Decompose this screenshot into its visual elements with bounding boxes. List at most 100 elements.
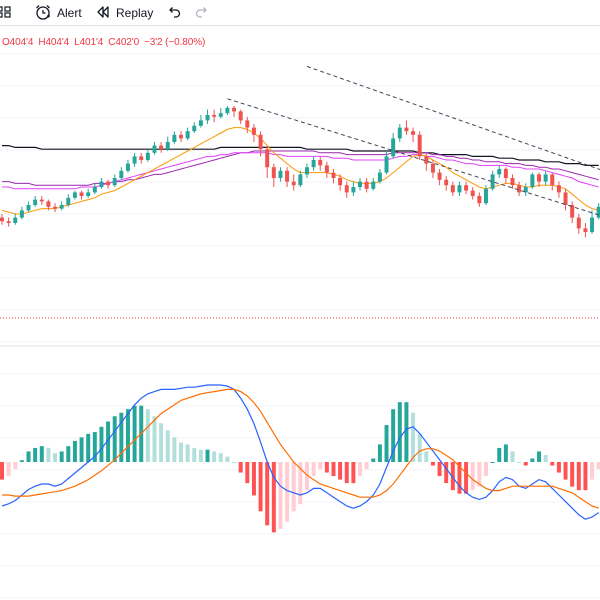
macd-histogram-bar <box>556 462 561 473</box>
macd-histogram-bar <box>271 462 276 533</box>
candle-body <box>6 221 11 223</box>
macd-histogram-bar <box>99 426 104 462</box>
candle-body <box>477 196 482 204</box>
candle-body <box>251 127 256 135</box>
open-value: O404'4 <box>2 37 34 48</box>
candle-body <box>218 113 223 117</box>
candle-body <box>364 181 369 189</box>
macd-histogram-bar <box>543 454 548 462</box>
candle-body <box>583 228 588 232</box>
ma-line <box>2 144 599 166</box>
candle-body <box>278 170 283 178</box>
macd-histogram-bar <box>590 462 595 480</box>
macd-histogram-bar <box>470 462 475 491</box>
macd-histogram-bar <box>278 462 283 529</box>
candle-body <box>139 156 144 160</box>
macd-histogram-bar <box>66 446 71 462</box>
macd-histogram-bar <box>550 462 555 466</box>
macd-histogram-bar <box>86 433 91 462</box>
candle-body <box>457 185 462 193</box>
macd-histogram-bar <box>152 416 157 462</box>
macd-histogram-bar <box>497 447 502 462</box>
candle-body <box>424 156 429 164</box>
candle-body <box>0 217 4 222</box>
candle-body <box>112 178 117 186</box>
candle-body <box>232 107 237 112</box>
layout-grid-button[interactable] <box>0 0 24 26</box>
candle-body <box>397 127 402 139</box>
candle-body <box>417 134 422 157</box>
candle-body <box>198 120 203 126</box>
macd-histogram-bar <box>185 444 190 462</box>
macd-histogram-bar <box>6 462 11 477</box>
macd-histogram-bar <box>53 453 58 462</box>
chart-area[interactable] <box>0 26 600 600</box>
candle-body <box>537 174 542 182</box>
macd-histogram-bar <box>457 462 462 494</box>
candle-body <box>59 205 64 209</box>
candles <box>0 106 600 238</box>
candle-body <box>298 174 303 186</box>
candle-body <box>590 217 595 232</box>
macd-histogram-bar <box>430 462 435 466</box>
alert-button[interactable]: Alert <box>34 0 82 26</box>
candle-body <box>285 170 290 182</box>
macd-histogram-bar <box>218 453 223 462</box>
candle-body <box>192 125 197 132</box>
candle-body <box>470 190 475 196</box>
candle-body <box>384 156 389 173</box>
macd-histogram-bar <box>132 405 137 462</box>
redo-button[interactable] <box>194 0 210 26</box>
candle-body <box>258 134 263 150</box>
candle-body <box>26 205 31 211</box>
candle-body <box>66 197 71 205</box>
candle-body <box>338 178 343 186</box>
macd-histogram-bar <box>537 451 542 462</box>
candle-body <box>490 174 495 189</box>
macd-histogram-bar <box>411 412 416 462</box>
macd-histogram-bar <box>596 462 600 470</box>
macd-histogram-bar <box>404 402 409 462</box>
undo-button[interactable] <box>166 0 182 26</box>
macd-histogram-bar <box>344 462 349 484</box>
macd-histogram-bar <box>517 462 522 463</box>
macd-histogram-bar <box>125 409 130 462</box>
macd-histogram-bar <box>450 462 455 491</box>
candle-body <box>125 163 130 171</box>
macd-histogram-bar <box>245 462 250 484</box>
candle-body <box>145 152 150 160</box>
candle-body <box>165 142 170 150</box>
change-value: −3'2 (−0.80%) <box>144 37 206 48</box>
chart-grid <box>0 53 600 599</box>
candle-body <box>344 185 349 193</box>
macd-histogram-bar <box>205 449 210 462</box>
low-value: L401'4 <box>74 37 104 48</box>
macd-histogram-bar <box>298 462 303 505</box>
replay-icon <box>95 4 111 23</box>
macd-histogram-bar <box>576 462 581 491</box>
macd-histogram-bar <box>192 447 197 462</box>
candle-body <box>483 188 488 204</box>
candle-body <box>550 174 555 186</box>
macd-histogram-bar <box>46 447 51 462</box>
macd-histogram-bar <box>371 458 376 462</box>
macd-histogram-bar <box>258 462 263 512</box>
candle-body <box>430 163 435 173</box>
candle-body <box>404 127 409 132</box>
candle-body <box>46 201 51 207</box>
candle-body <box>132 156 137 164</box>
replay-button[interactable]: Replay <box>95 0 153 26</box>
trendline <box>306 65 600 171</box>
candle-body <box>238 111 243 121</box>
macd-histogram-bar <box>437 462 442 477</box>
top-toolbar: Alert Replay <box>0 0 600 26</box>
trendlines[interactable] <box>227 65 600 235</box>
candle-body <box>205 115 210 121</box>
candle-body <box>212 115 217 117</box>
macd-histogram-bar <box>79 437 84 462</box>
candle-body <box>106 181 111 186</box>
macd-histogram-bar <box>490 462 495 463</box>
macd-histogram-bar <box>318 462 323 470</box>
candle-body <box>530 174 535 187</box>
macd-histogram-bar <box>72 440 77 462</box>
